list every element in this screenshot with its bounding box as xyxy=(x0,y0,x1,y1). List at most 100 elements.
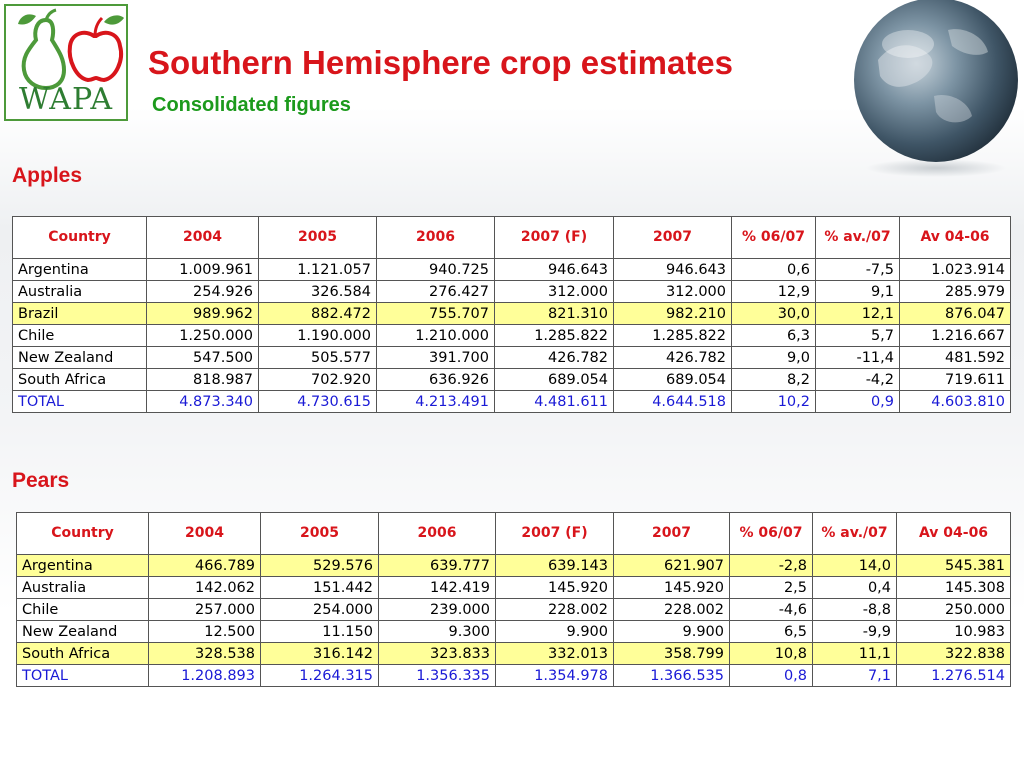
cell-country: New Zealand xyxy=(16,620,149,643)
page-subtitle: Consolidated figures xyxy=(152,94,351,116)
cell-av0406: 719.611 xyxy=(899,368,1011,391)
cell-country: South Africa xyxy=(12,368,147,391)
cell-v2005: 702.920 xyxy=(258,368,377,391)
cell-v2005: 11.150 xyxy=(260,620,379,643)
cell-av0406: 4.603.810 xyxy=(899,390,1011,413)
cell-pctav07: 5,7 xyxy=(815,324,900,347)
cell-av0406: 10.983 xyxy=(896,620,1011,643)
col-header-2007f: 2007 (F) xyxy=(495,512,614,555)
cell-v2007f: 145.920 xyxy=(495,576,614,599)
cell-v2005: 1.121.057 xyxy=(258,258,377,281)
cell-v2007: 9.900 xyxy=(613,620,730,643)
cell-v2004: 142.062 xyxy=(148,576,261,599)
cell-v2007: 312.000 xyxy=(613,280,732,303)
cell-v2006: 940.725 xyxy=(376,258,495,281)
cell-country: TOTAL xyxy=(12,390,147,413)
cell-v2005: 316.142 xyxy=(260,642,379,665)
cell-v2007f: 9.900 xyxy=(495,620,614,643)
total-row: TOTAL 4.873.340 4.730.615 4.213.491 4.481.61… xyxy=(12,390,1011,413)
cell-v2005: 505.577 xyxy=(258,346,377,369)
cell-pctav07: -8,8 xyxy=(812,598,897,621)
cell-v2007: 4.644.518 xyxy=(613,390,732,413)
col-header-2006: 2006 xyxy=(378,512,496,555)
cell-v2007f: 821.310 xyxy=(494,302,614,325)
table-row: New Zealand 547.500 505.577 391.700 426.782 4… xyxy=(12,346,1011,369)
cell-pct0607: 9,0 xyxy=(731,346,816,369)
table-header-row: Country 2004 2005 2006 2007 (F) 2007 % 0… xyxy=(12,216,1011,259)
apples-table: Country 2004 2005 2006 2007 (F) 2007 % 0… xyxy=(12,216,1011,413)
table-row: Argentina 466.789 529.576 639.777 639.143 621… xyxy=(16,554,1011,577)
col-header-2007f: 2007 (F) xyxy=(494,216,614,259)
globe-icon xyxy=(854,0,1018,177)
table-row: Argentina 1.009.961 1.121.057 940.725 946.64… xyxy=(12,258,1011,281)
col-header-2004: 2004 xyxy=(146,216,259,259)
cell-av0406: 545.381 xyxy=(896,554,1011,577)
cell-country: New Zealand xyxy=(12,346,147,369)
logo-text: WAPA xyxy=(18,82,114,117)
table-row: New Zealand 12.500 11.150 9.300 9.900 9.900 6,… xyxy=(16,620,1011,643)
cell-pctav07: 0,9 xyxy=(815,390,900,413)
cell-v2004: 547.500 xyxy=(146,346,259,369)
cell-pct0607: 30,0 xyxy=(731,302,816,325)
col-header-2007: 2007 xyxy=(613,512,730,555)
col-header-2005: 2005 xyxy=(258,216,377,259)
page-title: Southern Hemisphere crop estimates xyxy=(148,44,734,81)
cell-v2007f: 426.782 xyxy=(494,346,614,369)
cell-v2006: 639.777 xyxy=(378,554,496,577)
cell-pctav07: -7,5 xyxy=(815,258,900,281)
cell-v2007f: 689.054 xyxy=(494,368,614,391)
cell-pctav07: -11,4 xyxy=(815,346,900,369)
cell-v2007: 426.782 xyxy=(613,346,732,369)
cell-v2007: 689.054 xyxy=(613,368,732,391)
cell-country: Argentina xyxy=(16,554,149,577)
cell-v2006: 9.300 xyxy=(378,620,496,643)
table-row: Brazil 989.962 882.472 755.707 821.310 982.21… xyxy=(12,302,1011,325)
cell-av0406: 145.308 xyxy=(896,576,1011,599)
cell-v2004: 818.987 xyxy=(146,368,259,391)
cell-v2004: 4.873.340 xyxy=(146,390,259,413)
cell-v2007: 1.366.535 xyxy=(613,664,730,687)
cell-av0406: 1.216.667 xyxy=(899,324,1011,347)
cell-v2007f: 312.000 xyxy=(494,280,614,303)
cell-v2006: 1.210.000 xyxy=(376,324,495,347)
cell-country: Australia xyxy=(16,576,149,599)
table-row: South Africa 328.538 316.142 323.833 332.013… xyxy=(16,642,1011,665)
cell-av0406: 250.000 xyxy=(896,598,1011,621)
cell-pct0607: -2,8 xyxy=(729,554,813,577)
cell-v2004: 1.009.961 xyxy=(146,258,259,281)
cell-v2007: 621.907 xyxy=(613,554,730,577)
cell-pct0607: 8,2 xyxy=(731,368,816,391)
cell-v2005: 326.584 xyxy=(258,280,377,303)
cell-v2007f: 228.002 xyxy=(495,598,614,621)
cell-v2006: 239.000 xyxy=(378,598,496,621)
col-header-pct-0607: % 06/07 xyxy=(731,216,816,259)
cell-pct0607: -4,6 xyxy=(729,598,813,621)
cell-v2007: 358.799 xyxy=(613,642,730,665)
cell-pct0607: 6,3 xyxy=(731,324,816,347)
pears-table-body: Argentina 466.789 529.576 639.777 639.143 621… xyxy=(16,554,1011,687)
col-header-av-0406: Av 04-06 xyxy=(896,512,1011,555)
cell-country: Chile xyxy=(16,598,149,621)
cell-v2006: 276.427 xyxy=(376,280,495,303)
table-row: South Africa 818.987 702.920 636.926 689.054… xyxy=(12,368,1011,391)
cell-pct0607: 2,5 xyxy=(729,576,813,599)
cell-country: Brazil xyxy=(12,302,147,325)
cell-pctav07: 7,1 xyxy=(812,664,897,687)
cell-v2006: 142.419 xyxy=(378,576,496,599)
cell-v2007f: 1.285.822 xyxy=(494,324,614,347)
cell-pct0607: 10,8 xyxy=(729,642,813,665)
cell-v2007f: 4.481.611 xyxy=(494,390,614,413)
col-header-2007: 2007 xyxy=(613,216,732,259)
cell-v2004: 12.500 xyxy=(148,620,261,643)
cell-pctav07: -9,9 xyxy=(812,620,897,643)
cell-pct0607: 12,9 xyxy=(731,280,816,303)
pears-section-title: Pears xyxy=(12,469,70,492)
cell-pctav07: 9,1 xyxy=(815,280,900,303)
cell-pctav07: 12,1 xyxy=(815,302,900,325)
cell-pctav07: 0,4 xyxy=(812,576,897,599)
cell-av0406: 1.023.914 xyxy=(899,258,1011,281)
apples-section-title: Apples xyxy=(12,164,83,187)
cell-pct0607: 0,8 xyxy=(729,664,813,687)
cell-country: TOTAL xyxy=(16,664,149,687)
cell-pctav07: -4,2 xyxy=(815,368,900,391)
